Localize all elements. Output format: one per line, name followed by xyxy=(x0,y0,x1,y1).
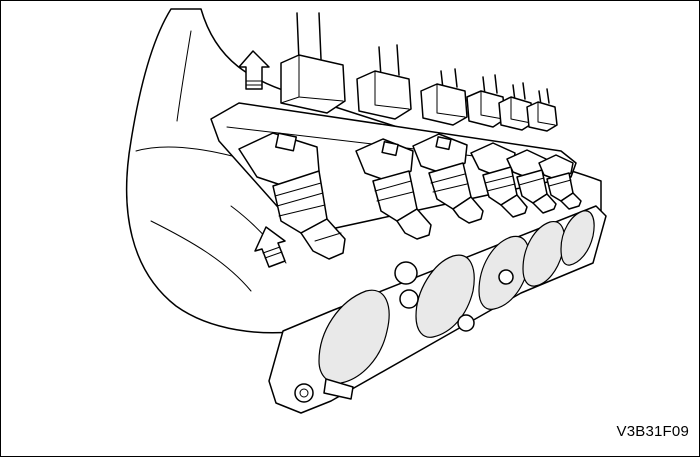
injector-connector-4 xyxy=(466,74,506,128)
manifold-flange xyxy=(268,205,607,414)
injector-connector-6 xyxy=(526,88,558,132)
injector-connector-1 xyxy=(280,12,346,114)
up-arrow-injector-removal xyxy=(254,226,286,268)
figure-code: V3B31F09 xyxy=(616,423,689,440)
fuel-injector-6 xyxy=(538,154,582,210)
up-arrow-connector-removal xyxy=(238,50,270,90)
injector-connector-2 xyxy=(356,44,412,120)
injector-connector-3 xyxy=(420,68,468,126)
fuel-injector-4 xyxy=(470,142,528,218)
fuel-injector-3 xyxy=(412,133,484,224)
fuel-injector-5 xyxy=(506,149,557,214)
fuel-injector-2 xyxy=(355,138,432,240)
fuel-injector-1 xyxy=(238,132,346,260)
